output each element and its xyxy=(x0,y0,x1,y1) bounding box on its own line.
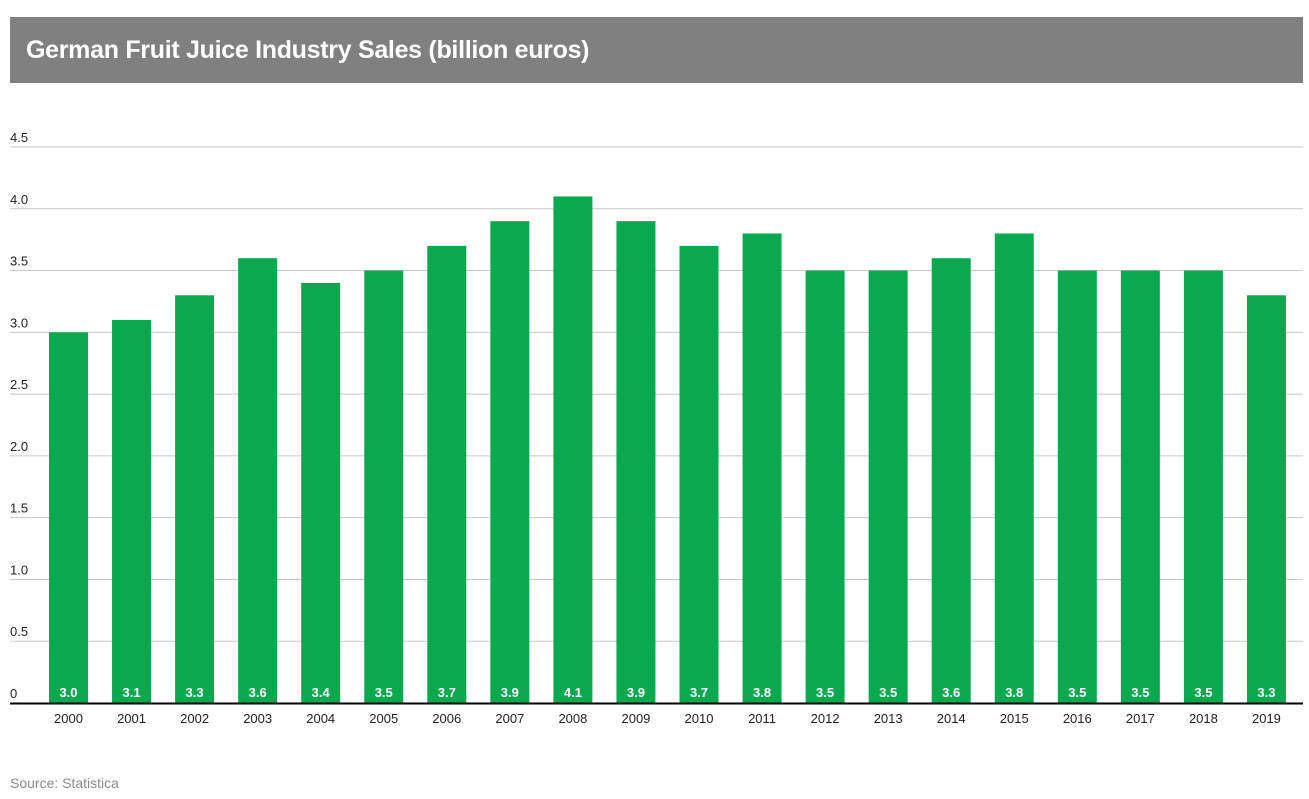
bar xyxy=(238,258,278,703)
source-note: Source: Statistica xyxy=(10,775,119,791)
bar xyxy=(931,258,971,703)
bar xyxy=(805,270,845,703)
x-tick-label: 2014 xyxy=(937,711,966,726)
data-label: 3.5 xyxy=(1194,685,1212,700)
x-tick-label: 2018 xyxy=(1189,711,1218,726)
data-label: 3.8 xyxy=(753,685,771,700)
x-tick-label: 2010 xyxy=(685,711,714,726)
data-label: 3.4 xyxy=(312,685,331,700)
x-tick-label: 2007 xyxy=(495,711,524,726)
x-tick-label: 2012 xyxy=(811,711,840,726)
data-label: 3.3 xyxy=(1257,685,1275,700)
y-tick-label: 4.0 xyxy=(10,192,28,207)
data-label: 3.5 xyxy=(1131,685,1149,700)
chart-title: German Fruit Juice Industry Sales (billi… xyxy=(26,35,590,64)
data-labels: 3.0 3.1 3.3 3.6 3.4 3.5 3.7 3.9 4.1 3.9 3.7 3.8 3.5 3… xyxy=(59,685,1275,700)
bar xyxy=(364,270,404,703)
y-tick-label: 0.5 xyxy=(10,624,28,639)
data-label: 3.0 xyxy=(59,685,77,700)
data-label: 3.5 xyxy=(879,685,897,700)
chart-title-bar: German Fruit Juice Industry Sales (billi… xyxy=(10,17,1303,83)
data-label: 3.6 xyxy=(942,685,960,700)
data-label: 3.5 xyxy=(816,685,834,700)
y-tick-label: 4.5 xyxy=(10,130,28,145)
bar xyxy=(868,270,908,703)
x-tick-label: 2001 xyxy=(117,711,146,726)
bar xyxy=(742,233,782,703)
data-label: 3.1 xyxy=(123,685,141,700)
bar xyxy=(679,245,719,703)
x-tick-label: 2005 xyxy=(369,711,398,726)
x-tick-label: 2016 xyxy=(1063,711,1092,726)
x-tick-label: 2011 xyxy=(748,711,776,726)
x-tick-label: 2000 xyxy=(54,711,83,726)
y-axis-ticks: 0 0.5 1.0 1.5 2.0 2.5 3.0 3.5 4.0 4.5 xyxy=(10,130,28,701)
data-label: 3.5 xyxy=(1068,685,1086,700)
x-tick-label: 2013 xyxy=(874,711,903,726)
data-label: 3.7 xyxy=(438,685,456,700)
x-tick-label: 2009 xyxy=(621,711,650,726)
x-axis-ticks: 2000 2001 2002 2003 2004 2005 2006 2007 2008 2009… xyxy=(54,711,1281,726)
bars xyxy=(49,196,1286,703)
y-tick-label: 1.0 xyxy=(10,562,28,577)
x-tick-label: 2004 xyxy=(306,711,335,726)
x-tick-label: 2008 xyxy=(558,711,587,726)
bar xyxy=(301,282,341,703)
y-tick-label: 3.0 xyxy=(10,315,28,330)
bar xyxy=(994,233,1034,703)
bar xyxy=(1120,270,1160,703)
bar xyxy=(616,221,656,703)
bar xyxy=(175,295,215,703)
y-tick-label: 2.5 xyxy=(10,377,28,392)
y-tick-label: 1.5 xyxy=(10,501,28,516)
data-label: 3.5 xyxy=(375,685,393,700)
x-tick-label: 2019 xyxy=(1252,711,1281,726)
bar xyxy=(49,332,88,703)
bar xyxy=(112,319,152,703)
data-label: 3.8 xyxy=(1005,685,1023,700)
bar xyxy=(427,245,467,703)
data-label: 3.9 xyxy=(627,685,645,700)
data-label: 3.6 xyxy=(249,685,267,700)
x-tick-label: 2015 xyxy=(1000,711,1029,726)
x-tick-label: 2006 xyxy=(432,711,461,726)
y-tick-label: 2.0 xyxy=(10,439,28,454)
x-tick-label: 2017 xyxy=(1126,711,1155,726)
data-label: 3.3 xyxy=(186,685,204,700)
bar xyxy=(1246,295,1286,703)
data-label: 3.7 xyxy=(690,685,708,700)
x-tick-label: 2002 xyxy=(180,711,209,726)
data-label: 4.1 xyxy=(564,685,582,700)
x-tick-label: 2003 xyxy=(243,711,272,726)
bar xyxy=(553,196,593,703)
y-tick-label: 0 xyxy=(10,686,17,701)
data-label: 3.9 xyxy=(501,685,519,700)
bar xyxy=(1183,270,1223,703)
bar xyxy=(1057,270,1097,703)
bar xyxy=(490,221,530,703)
y-tick-label: 3.5 xyxy=(10,254,28,269)
